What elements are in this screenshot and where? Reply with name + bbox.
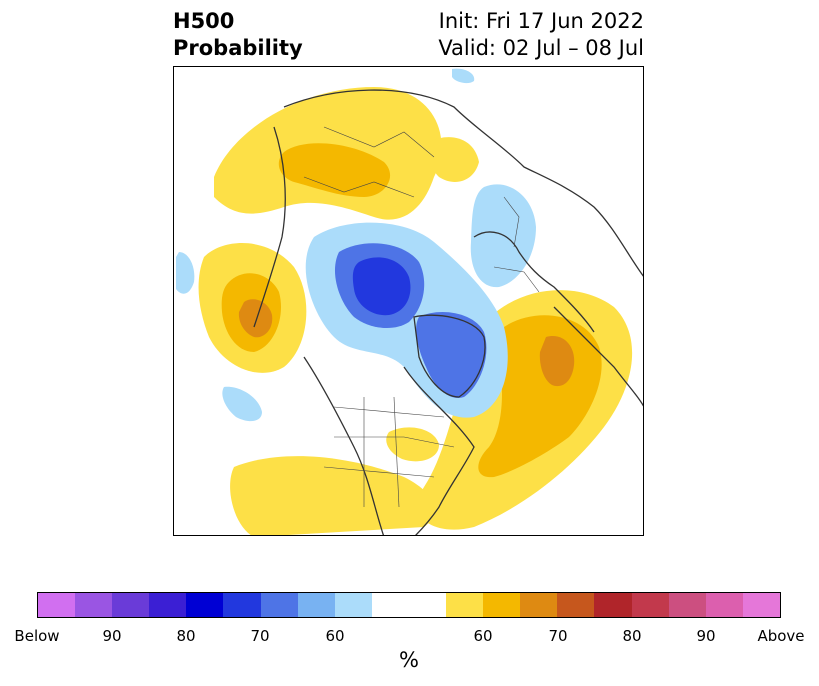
colorbar-neutral-seg (371, 593, 447, 617)
anomaly-above-greatlakes-60 (386, 427, 439, 462)
anomaly-above-pacific-80 (238, 299, 273, 338)
anomaly-above-northpole-60 (427, 137, 479, 182)
map-title: H500 Probability (173, 8, 303, 62)
colorbar-tick-below-80: 80 (176, 627, 196, 645)
colorbar-below-seg-1 (38, 593, 76, 617)
colorbar-below-seg-8 (297, 593, 335, 617)
anomaly-below-arctic-60 (452, 68, 475, 84)
colorbar-unit-label: % (399, 648, 419, 672)
colorbar-below-seg-9 (334, 593, 372, 617)
colorbar-tick-above-90: 90 (696, 627, 716, 645)
above-normal-shading (198, 87, 633, 535)
asia-pacific-coast (253, 126, 286, 328)
eurasia-coast (283, 89, 643, 277)
political-borders (303, 126, 540, 508)
africa-coast (553, 306, 643, 407)
map-dates: Init: Fri 17 Jun 2022 Valid: 02 Jul – 08… (438, 8, 644, 62)
europe-coast (473, 231, 595, 333)
map-canvas (176, 68, 643, 535)
colorbar-tick-below-90: 90 (102, 627, 122, 645)
colorbar-above-seg-2 (483, 593, 521, 617)
anomaly-above-atlantic-80 (539, 336, 575, 387)
below-normal-shading (176, 68, 536, 422)
anomaly-below-pacific-80 (352, 257, 411, 316)
coastlines (253, 89, 643, 535)
colorbar-tick-below: Below (14, 627, 60, 645)
north-america-east-coast (403, 366, 475, 535)
colorbar-above-seg-5 (594, 593, 632, 617)
colorbar-below-seg-6 (223, 593, 261, 617)
anomaly-below-nwpacific-60 (176, 252, 195, 294)
north-america-coast (303, 356, 385, 535)
colorbar-tick-above-70: 70 (548, 627, 568, 645)
greenland-coast (413, 314, 486, 398)
probability-colorbar (37, 592, 781, 618)
colorbar-tick-below-70: 70 (250, 627, 270, 645)
colorbar-below-seg-2 (75, 593, 113, 617)
anomaly-below-baffin-70 (416, 312, 487, 398)
probability-map (173, 66, 644, 536)
anomaly-below-eastpacific-60 (222, 386, 262, 422)
colorbar-below-seg-7 (260, 593, 298, 617)
colorbar-above-seg-8 (705, 593, 743, 617)
title-product: Probability (173, 36, 303, 60)
colorbar-above-seg-9 (742, 593, 780, 617)
colorbar-above-seg-3 (520, 593, 558, 617)
colorbar-below-seg-4 (149, 593, 187, 617)
init-date: Init: Fri 17 Jun 2022 (438, 9, 644, 33)
colorbar-above-seg-4 (557, 593, 595, 617)
colorbar-tick-above: Above (757, 627, 805, 645)
colorbar-tick-above-80: 80 (622, 627, 642, 645)
colorbar-below-seg-5 (186, 593, 224, 617)
colorbar-tick-below-60: 60 (325, 627, 345, 645)
colorbar-above-seg-6 (631, 593, 669, 617)
colorbar-below-seg-3 (112, 593, 150, 617)
valid-range: Valid: 02 Jul – 08 Jul (438, 36, 644, 60)
colorbar-above-seg-7 (668, 593, 706, 617)
anomaly-above-southus-60 (230, 456, 435, 535)
colorbar-tick-above-60: 60 (473, 627, 493, 645)
title-variable: H500 (173, 9, 235, 33)
colorbar-above-seg-1 (446, 593, 484, 617)
anomaly-above-siberia-70 (278, 143, 391, 197)
